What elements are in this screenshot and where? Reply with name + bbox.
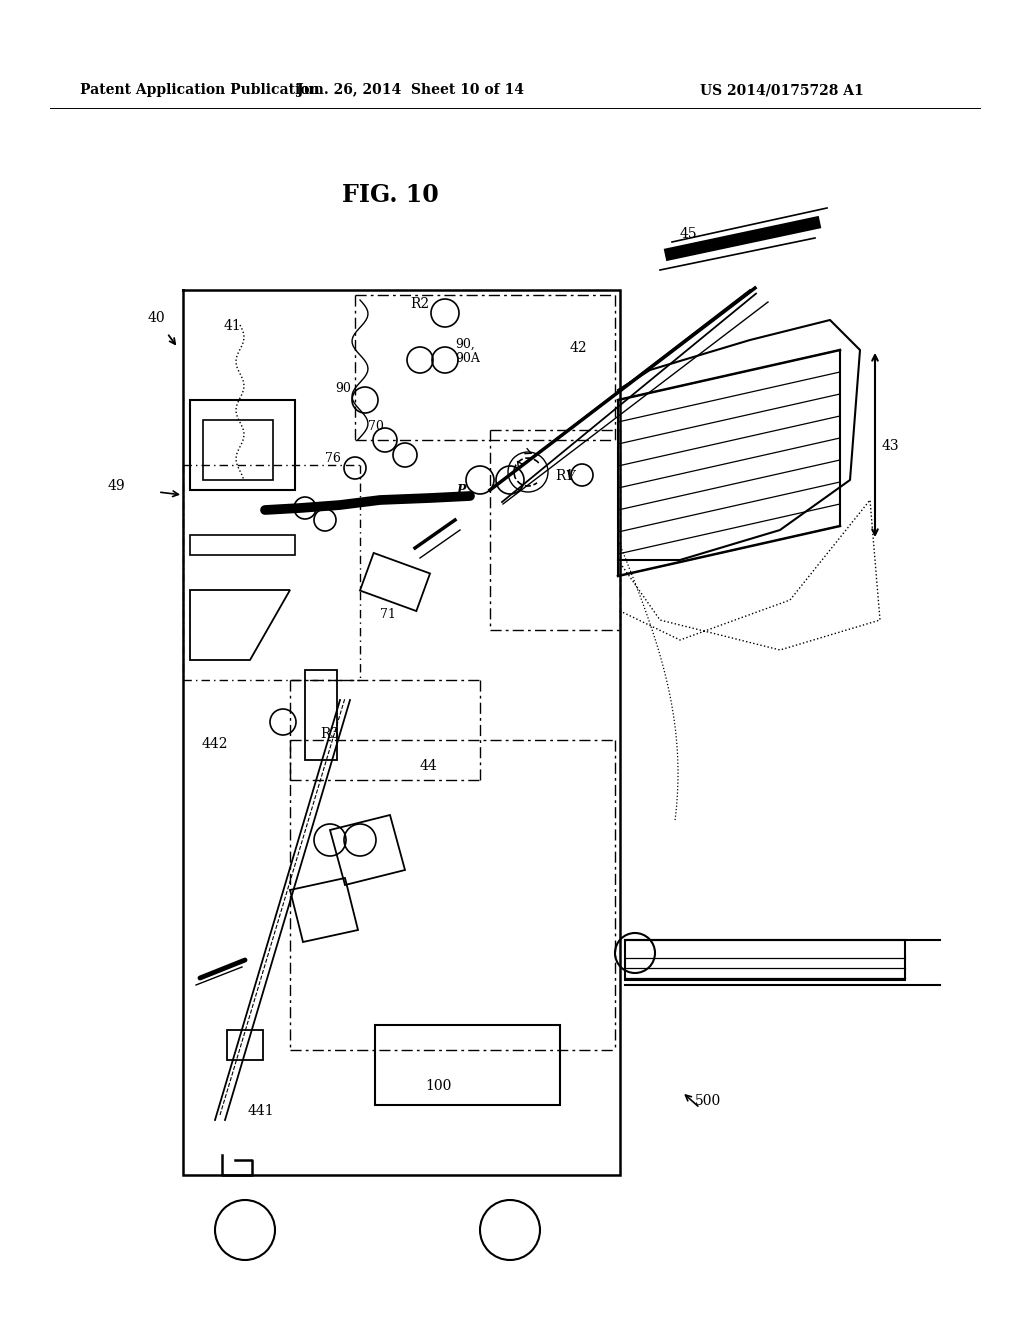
Text: 90A: 90A xyxy=(455,352,480,366)
Text: Patent Application Publication: Patent Application Publication xyxy=(80,83,319,96)
Bar xyxy=(190,400,295,490)
Text: 71: 71 xyxy=(380,609,396,620)
Text: 500: 500 xyxy=(695,1094,721,1107)
Text: R1: R1 xyxy=(555,469,574,483)
Text: 43: 43 xyxy=(882,440,900,453)
Text: 41: 41 xyxy=(224,319,242,333)
Text: 44: 44 xyxy=(420,759,437,774)
Text: R2: R2 xyxy=(410,297,429,312)
Text: 76: 76 xyxy=(325,451,341,465)
Text: 441: 441 xyxy=(248,1104,274,1118)
Text: 40: 40 xyxy=(148,312,166,325)
Bar xyxy=(190,535,295,554)
Text: V: V xyxy=(565,470,574,483)
Bar xyxy=(625,940,905,979)
Text: P: P xyxy=(456,484,465,498)
Text: R3: R3 xyxy=(319,727,339,741)
Text: 90: 90 xyxy=(335,381,351,395)
Text: 42: 42 xyxy=(570,341,588,355)
Text: 100: 100 xyxy=(425,1078,452,1093)
Text: 70: 70 xyxy=(368,420,384,433)
Text: FIG. 10: FIG. 10 xyxy=(342,183,438,207)
Bar xyxy=(305,671,337,760)
Text: 90,: 90, xyxy=(455,338,475,351)
Text: 45: 45 xyxy=(680,227,697,242)
Bar xyxy=(203,420,273,480)
Text: Jun. 26, 2014  Sheet 10 of 14: Jun. 26, 2014 Sheet 10 of 14 xyxy=(297,83,523,96)
Bar xyxy=(375,1026,560,1105)
Text: 49: 49 xyxy=(108,479,126,492)
Text: 442: 442 xyxy=(202,737,228,751)
Text: US 2014/0175728 A1: US 2014/0175728 A1 xyxy=(700,83,864,96)
